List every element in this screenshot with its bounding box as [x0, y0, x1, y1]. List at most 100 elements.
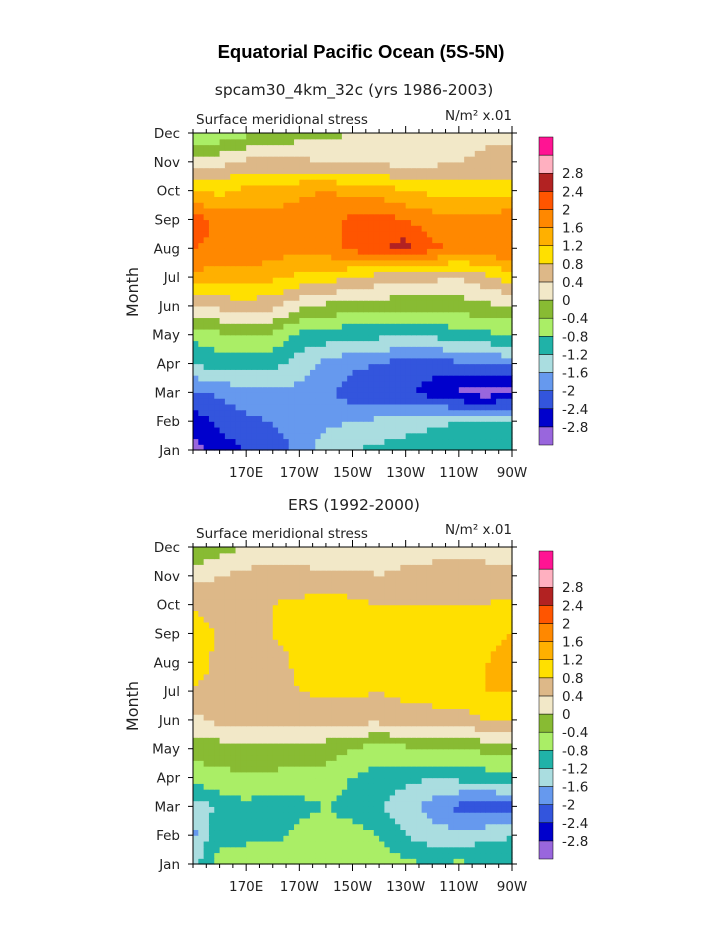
heatmap-cell [437, 421, 444, 428]
heatmap-cell [453, 444, 460, 451]
heatmap-cell [368, 352, 375, 359]
heatmap-cell [432, 271, 439, 278]
heatmap-cell [315, 294, 322, 301]
heatmap-cell [341, 777, 348, 784]
heatmap-cell [474, 161, 481, 169]
heatmap-cell [272, 852, 279, 859]
heatmap-cell [373, 748, 380, 756]
heatmap-cell [453, 725, 460, 733]
heatmap-cell [384, 363, 391, 370]
heatmap-cell [208, 328, 215, 336]
heatmap-cell [379, 438, 385, 445]
heatmap-cell [442, 421, 449, 428]
heatmap-cell [219, 334, 226, 342]
heatmap-cell [400, 277, 407, 284]
heatmap-cell [246, 737, 253, 744]
heatmap-cell [235, 305, 242, 313]
heatmap-cell [230, 852, 237, 859]
heatmap-cell [432, 346, 439, 353]
heatmap-cell [214, 432, 221, 440]
heatmap-cell [368, 714, 375, 721]
heatmap-cell [448, 806, 455, 813]
heatmap-cell [193, 719, 199, 727]
heatmap-cell [480, 794, 487, 802]
heatmap-cell [272, 421, 279, 428]
heatmap-cell [373, 858, 380, 865]
heatmap-cell [267, 438, 274, 445]
heatmap-cell [379, 323, 385, 330]
heatmap-cell [193, 300, 199, 307]
heatmap-cell [368, 248, 375, 255]
heatmap-cell [363, 328, 370, 336]
heatmap-cell [219, 858, 226, 865]
heatmap-cell [235, 852, 242, 859]
heatmap-cell [283, 179, 290, 186]
heatmap-cell [331, 179, 338, 186]
heatmap-cell [304, 271, 311, 278]
heatmap-cell [272, 840, 279, 848]
heatmap-cell [485, 259, 492, 267]
heatmap-cell [193, 858, 199, 865]
heatmap-cell [214, 363, 221, 370]
heatmap-cell [421, 375, 428, 382]
heatmap-cell [448, 323, 455, 330]
heatmap-cell [400, 840, 407, 848]
heatmap-cell [442, 346, 449, 353]
heatmap-cell [294, 380, 300, 388]
heatmap-cell [336, 334, 343, 342]
heatmap-cell [490, 800, 497, 807]
heatmap-cell [448, 375, 455, 382]
heatmap-cell [325, 415, 332, 422]
heatmap-cell [469, 202, 476, 209]
heatmap-cell [320, 213, 327, 221]
heatmap-cell [373, 731, 380, 738]
heatmap-cell [464, 207, 471, 215]
heatmap-cell [320, 167, 327, 174]
heatmap-cell [219, 852, 226, 859]
heatmap-cell [400, 219, 407, 226]
heatmap-cell [198, 444, 205, 451]
heatmap-cell [437, 190, 444, 197]
heatmap-cell [251, 334, 258, 342]
heatmap-cell [501, 184, 508, 192]
heatmap-cell [230, 173, 237, 180]
heatmap-cell [214, 789, 221, 796]
heatmap-cell [501, 823, 508, 831]
heatmap-cell [246, 173, 253, 180]
heatmap-cell [230, 369, 237, 376]
heatmap-cell [480, 432, 487, 440]
heatmap-cell [299, 179, 306, 186]
heatmap-cell [357, 265, 364, 272]
heatmap-cell [299, 305, 306, 313]
heatmap-cell [474, 150, 481, 157]
heatmap-cell [320, 766, 327, 773]
heatmap-cell [267, 190, 274, 197]
heatmap-cell [288, 789, 295, 796]
heatmap-cell [448, 213, 455, 221]
heatmap-cell [198, 731, 205, 738]
heatmap-cell [198, 858, 205, 865]
heatmap-cell [294, 817, 300, 825]
heatmap-cell [395, 812, 401, 819]
heatmap-cell [506, 248, 513, 255]
heatmap-cell [267, 138, 274, 146]
heatmap-cell [294, 225, 300, 232]
heatmap-cell [315, 737, 322, 744]
heatmap-cell [203, 328, 210, 336]
heatmap-cell [193, 340, 199, 347]
heatmap-cell [490, 144, 497, 151]
heatmap-cell [357, 184, 364, 192]
heatmap-cell [341, 138, 348, 146]
heatmap-cell [251, 242, 258, 249]
heatmap-cell [193, 846, 199, 854]
heatmap-cell [437, 846, 444, 854]
heatmap-cell [240, 748, 247, 756]
heatmap-cell [395, 754, 401, 761]
heatmap-cell [448, 363, 455, 370]
heatmap-cell [235, 771, 242, 779]
heatmap-cell [490, 840, 497, 848]
heatmap-cell [272, 167, 279, 174]
heatmap-cell [357, 852, 364, 859]
heatmap-cell [267, 754, 274, 761]
heatmap-cell [395, 357, 401, 365]
